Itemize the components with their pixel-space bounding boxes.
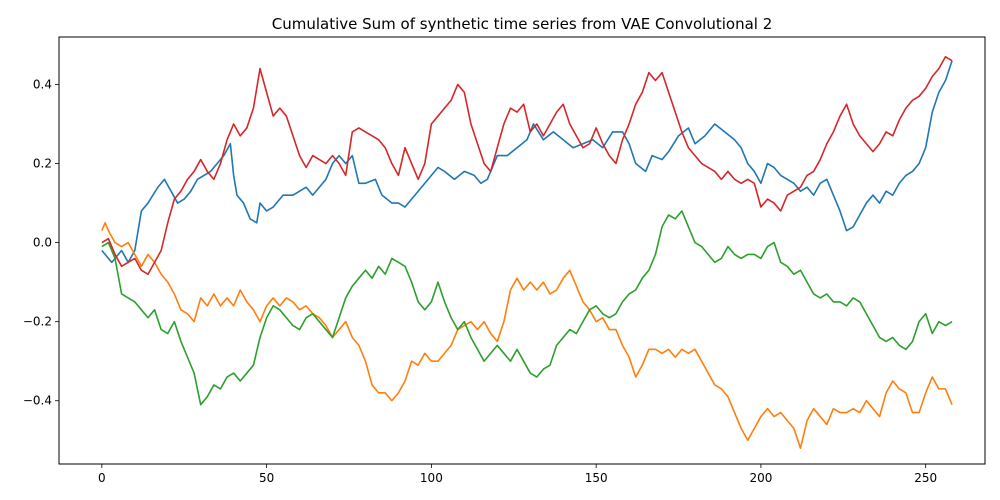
plot-frame — [58, 36, 986, 465]
y-tick-label: −0.4 — [23, 394, 52, 408]
x-tick-label: 0 — [98, 471, 106, 485]
series-line-1 — [101, 222, 953, 449]
y-tick-label: 0.0 — [33, 236, 52, 250]
y-tick-label: 0.4 — [33, 77, 52, 91]
x-tick-label: 250 — [914, 471, 937, 485]
series-layer — [101, 55, 953, 449]
x-tick-label: 200 — [749, 471, 772, 485]
x-tick-label: 50 — [259, 471, 274, 485]
axes-layer: 0 50 100 150 200 250 −0.4 −0.2 0.0 0.2 0.4 — [23, 36, 986, 485]
series-line-0 — [101, 60, 953, 264]
series-line-2 — [101, 210, 953, 406]
x-tick-label: 150 — [585, 471, 608, 485]
chart-title: Cumulative Sum of synthetic time series … — [272, 15, 773, 33]
y-tick-label: 0.2 — [33, 157, 52, 171]
series-line-3 — [101, 55, 953, 276]
y-tick-label: −0.2 — [23, 315, 52, 329]
x-tick-label: 100 — [420, 471, 443, 485]
